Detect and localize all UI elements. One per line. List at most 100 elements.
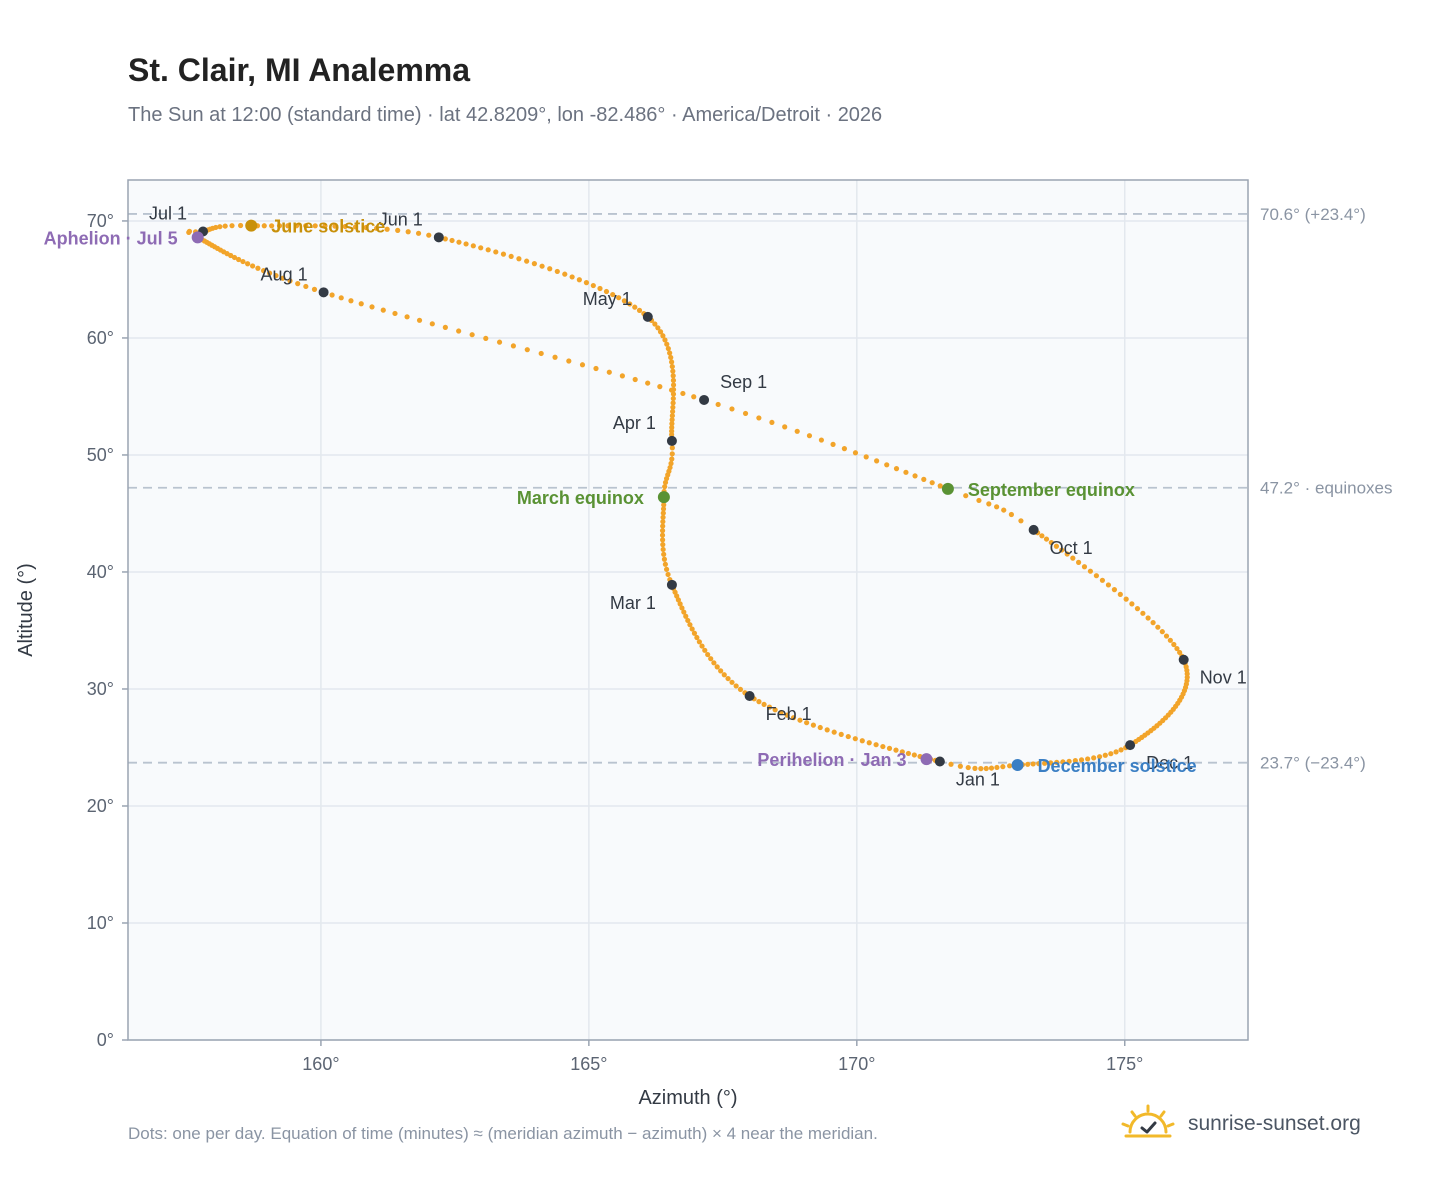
daily-sun-dot bbox=[222, 223, 228, 229]
daily-sun-dot bbox=[679, 605, 685, 611]
daily-sun-dot bbox=[660, 523, 666, 529]
daily-sun-dot bbox=[756, 415, 762, 421]
daily-sun-dot bbox=[384, 226, 390, 232]
daily-sun-dot bbox=[442, 236, 448, 242]
daily-sun-dot bbox=[662, 561, 668, 567]
daily-sun-dot bbox=[660, 546, 666, 553]
daily-sun-dot bbox=[554, 268, 560, 275]
daily-sun-dot bbox=[352, 224, 359, 230]
daily-sun-dot bbox=[645, 380, 651, 386]
daily-sun-dot bbox=[845, 733, 851, 740]
daily-sun-dot bbox=[416, 317, 423, 323]
daily-sun-dot bbox=[667, 464, 673, 471]
daily-sun-dot bbox=[1087, 568, 1094, 574]
daily-sun-dot bbox=[675, 597, 681, 603]
daily-sun-dot bbox=[733, 683, 739, 689]
daily-sun-dot bbox=[699, 643, 705, 649]
daily-sun-dot bbox=[429, 321, 435, 327]
daily-sun-dot bbox=[994, 764, 1000, 771]
daily-sun-dot bbox=[1036, 761, 1042, 767]
daily-sun-dot bbox=[449, 237, 455, 244]
x-tick-label: 175° bbox=[1106, 1054, 1143, 1074]
daily-sun-dot bbox=[1025, 761, 1031, 767]
daily-sun-dot bbox=[677, 601, 683, 607]
daily-sun-dot bbox=[810, 722, 816, 728]
reference-line-label: 70.6° (+23.4°) bbox=[1260, 205, 1366, 224]
daily-sun-dot bbox=[669, 421, 675, 427]
daily-sun-dot bbox=[683, 613, 689, 619]
daily-sun-dot bbox=[1018, 518, 1024, 524]
brand[interactable]: sunrise-sunset.org bbox=[1120, 1104, 1361, 1144]
daily-sun-dot bbox=[689, 626, 695, 632]
daily-sun-dot bbox=[830, 441, 836, 447]
month-marker-dot bbox=[666, 579, 677, 590]
reference-line-label: 47.2° · equinoxes bbox=[1260, 479, 1393, 498]
daily-sun-dot bbox=[660, 519, 666, 525]
daily-sun-dot bbox=[285, 223, 291, 229]
daily-sun-dot bbox=[660, 510, 666, 516]
daily-sun-dot bbox=[562, 271, 568, 277]
daily-sun-dot bbox=[708, 656, 714, 662]
daily-sun-dot bbox=[711, 660, 717, 666]
daily-sun-dot bbox=[576, 277, 582, 283]
daily-sun-dot bbox=[229, 223, 235, 229]
daily-sun-dot bbox=[663, 566, 670, 572]
daily-sun-dot bbox=[1145, 615, 1151, 621]
daily-sun-dot bbox=[373, 225, 380, 231]
month-marker-dot bbox=[318, 287, 329, 298]
month-marker-dot bbox=[1178, 654, 1189, 665]
daily-sun-dot bbox=[395, 227, 401, 233]
daily-sun-dot bbox=[866, 740, 872, 746]
daily-sun-dot bbox=[547, 266, 553, 272]
daily-sun-dot bbox=[702, 647, 708, 653]
event-marker-dot bbox=[1011, 759, 1024, 772]
daily-sun-dot bbox=[303, 283, 309, 290]
month-marker-label: Feb 1 bbox=[766, 704, 812, 724]
daily-sun-dot bbox=[593, 365, 599, 372]
grid-lines bbox=[128, 180, 1248, 1041]
daily-sun-dot bbox=[269, 223, 275, 229]
daily-sun-dot bbox=[884, 462, 890, 468]
daily-sun-dot bbox=[756, 699, 762, 705]
y-tick-label: 0° bbox=[97, 1030, 114, 1050]
daily-sun-dot bbox=[1070, 555, 1076, 561]
daily-sun-dot bbox=[694, 634, 700, 641]
sun-logo-icon bbox=[1121, 1104, 1175, 1138]
daily-sun-dot bbox=[903, 469, 909, 475]
plot-area bbox=[128, 180, 1248, 1040]
daily-sun-dot bbox=[245, 261, 251, 267]
daily-sun-dot bbox=[657, 384, 663, 390]
event-marker-label: Aphelion · Jul 5 bbox=[44, 228, 178, 248]
daily-sun-dot bbox=[670, 395, 676, 402]
event-marker-label: March equinox bbox=[517, 488, 644, 508]
daily-sun-dot bbox=[691, 394, 697, 400]
daily-sun-dot bbox=[670, 373, 676, 379]
daily-sun-dot bbox=[669, 451, 675, 457]
y-tick-label: 40° bbox=[87, 562, 114, 582]
daily-sun-dot bbox=[632, 304, 638, 310]
daily-sun-dot bbox=[295, 281, 301, 287]
daily-sun-dot bbox=[1060, 759, 1066, 765]
daily-sun-dot bbox=[610, 291, 616, 298]
daily-sun-dot bbox=[852, 450, 859, 456]
daily-sun-dot bbox=[1064, 551, 1070, 557]
daily-sun-dot bbox=[665, 345, 671, 352]
daily-sun-dot bbox=[1113, 749, 1119, 755]
daily-sun-dot bbox=[303, 223, 309, 229]
daily-sun-dot bbox=[662, 484, 668, 490]
daily-sun-dot bbox=[539, 263, 545, 269]
daily-sun-dot bbox=[266, 270, 273, 276]
daily-sun-dot bbox=[668, 354, 674, 361]
daily-sun-dot bbox=[729, 406, 735, 412]
daily-sun-dot bbox=[670, 400, 676, 406]
daily-sun-dot bbox=[632, 376, 638, 383]
month-marker-label: Nov 1 bbox=[1200, 668, 1247, 688]
daily-sun-dot bbox=[186, 229, 192, 236]
month-marker-dot bbox=[934, 756, 945, 767]
daily-sun-dot bbox=[1174, 645, 1180, 652]
daily-sun-dot bbox=[687, 622, 693, 628]
month-marker-dot bbox=[1125, 740, 1136, 751]
y-tick-label: 30° bbox=[87, 679, 114, 699]
month-marker-label: Jan 1 bbox=[956, 770, 1000, 790]
x-tick-label: 170° bbox=[838, 1054, 875, 1074]
